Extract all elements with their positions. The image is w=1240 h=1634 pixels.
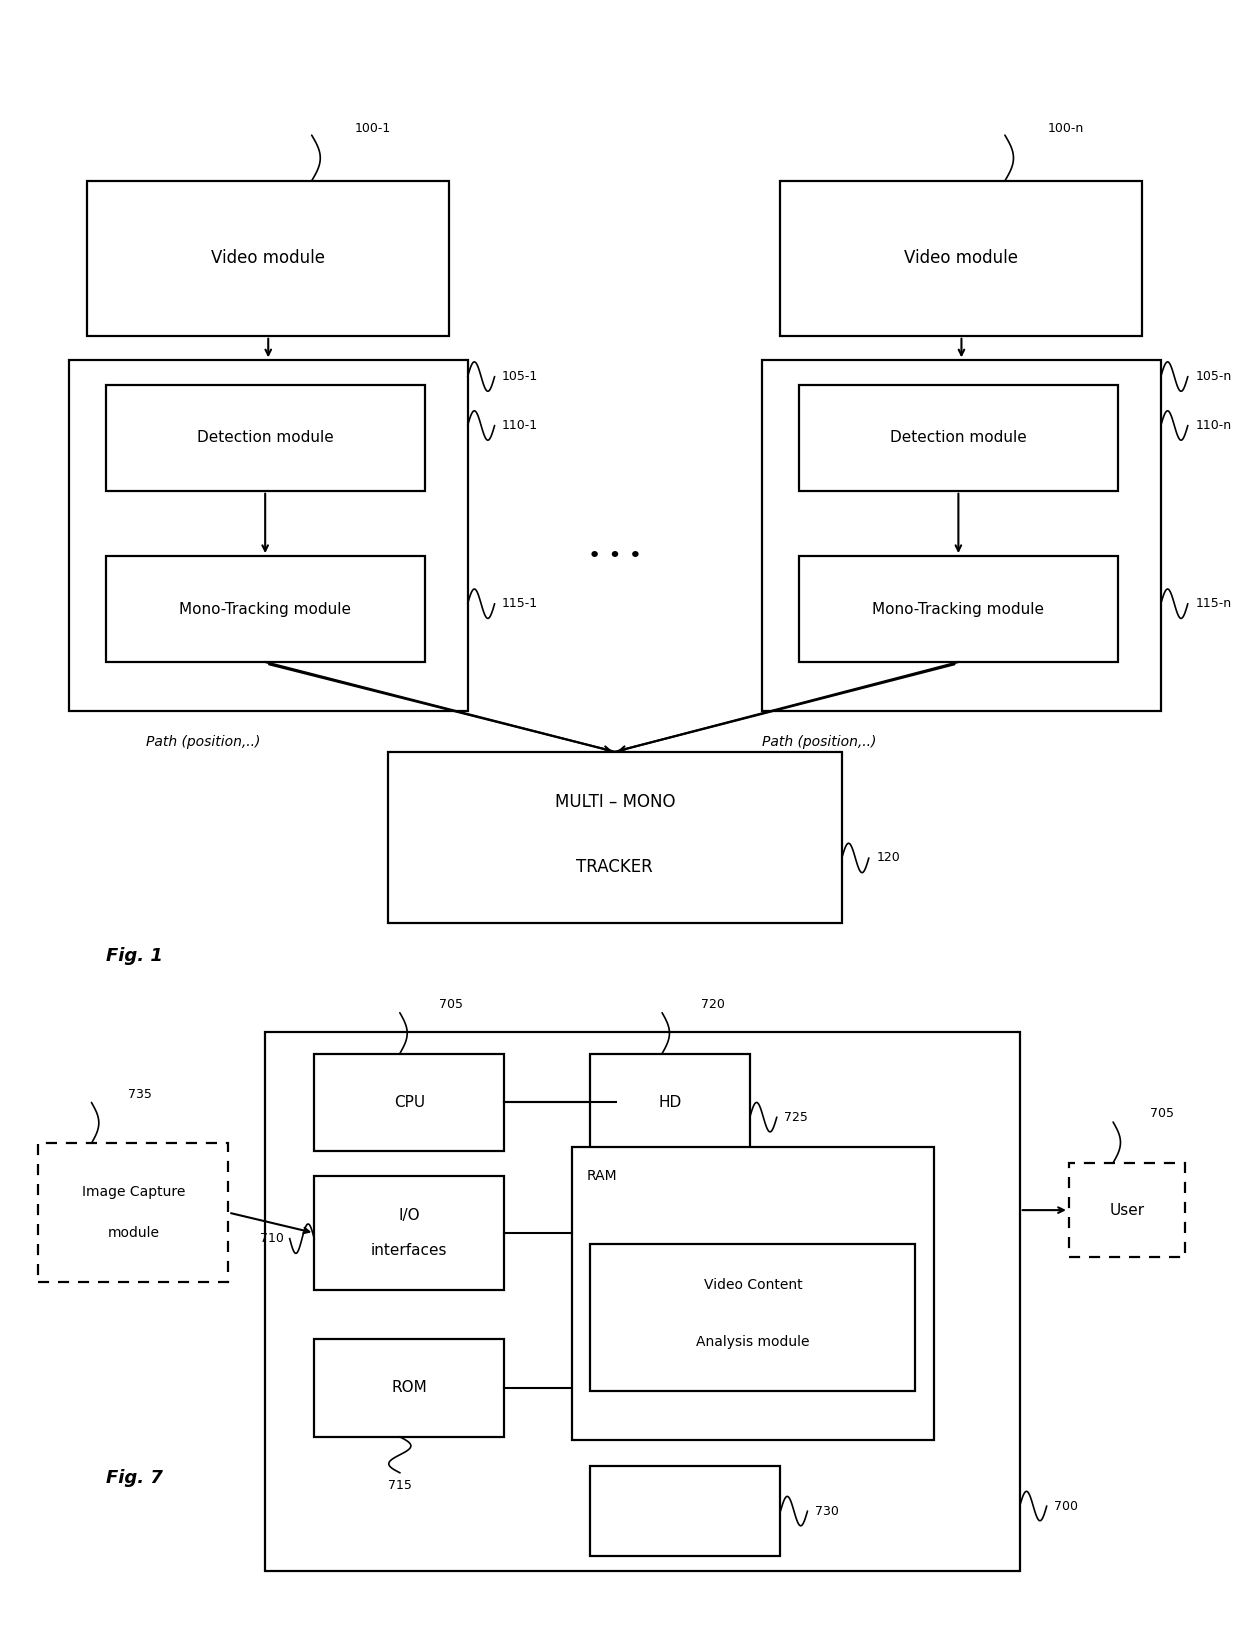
Text: • • •: • • • — [588, 546, 642, 565]
Bar — [314, 1176, 505, 1291]
Bar — [780, 181, 1142, 337]
Text: Video module: Video module — [904, 250, 1018, 268]
Text: Mono-Tracking module: Mono-Tracking module — [873, 601, 1044, 616]
Text: 735: 735 — [128, 1088, 153, 1101]
Text: Path (position,..): Path (position,..) — [146, 735, 260, 748]
Bar — [388, 752, 842, 923]
Bar — [265, 1033, 1019, 1570]
Bar — [799, 556, 1118, 662]
Bar — [763, 359, 1161, 711]
Text: Detection module: Detection module — [890, 430, 1027, 444]
Text: Detection module: Detection module — [197, 430, 334, 444]
Text: 105-n: 105-n — [1195, 369, 1231, 382]
Text: HD: HD — [658, 1095, 682, 1109]
Text: Mono-Tracking module: Mono-Tracking module — [179, 601, 351, 616]
Bar — [799, 384, 1118, 490]
Text: 705: 705 — [1149, 1108, 1174, 1121]
Text: 110-1: 110-1 — [502, 418, 538, 431]
Text: 120: 120 — [877, 851, 900, 864]
Bar — [590, 1466, 780, 1556]
Text: ROM: ROM — [392, 1381, 428, 1395]
Text: 105-1: 105-1 — [502, 369, 538, 382]
Text: 100-n: 100-n — [1048, 123, 1084, 136]
Text: 720: 720 — [702, 998, 725, 1011]
Text: interfaces: interfaces — [371, 1242, 448, 1258]
Text: User: User — [1110, 1203, 1145, 1217]
Bar — [105, 556, 424, 662]
Bar — [69, 359, 467, 711]
Text: Video Content: Video Content — [703, 1278, 802, 1292]
Text: I/O: I/O — [398, 1208, 420, 1224]
Text: 115-1: 115-1 — [502, 596, 538, 609]
Text: TRACKER: TRACKER — [577, 858, 653, 876]
Text: 730: 730 — [815, 1505, 838, 1518]
Text: Fig. 1: Fig. 1 — [105, 946, 162, 964]
Bar — [87, 181, 449, 337]
Text: CPU: CPU — [394, 1095, 425, 1109]
Text: 700: 700 — [1054, 1500, 1078, 1513]
Text: 705: 705 — [439, 998, 463, 1011]
Bar — [38, 1144, 228, 1283]
Text: MULTI – MONO: MULTI – MONO — [554, 792, 675, 810]
Text: 715: 715 — [388, 1479, 412, 1492]
Text: Analysis module: Analysis module — [696, 1335, 810, 1350]
Bar — [105, 384, 424, 490]
Text: 710: 710 — [259, 1232, 284, 1245]
Bar — [314, 1054, 505, 1152]
Text: Path (position,..): Path (position,..) — [763, 735, 877, 748]
Text: 725: 725 — [784, 1111, 808, 1124]
Bar — [590, 1054, 750, 1152]
Text: 100-1: 100-1 — [355, 123, 391, 136]
Bar — [572, 1147, 934, 1440]
Text: RAM: RAM — [587, 1170, 618, 1183]
Text: Image Capture: Image Capture — [82, 1185, 185, 1199]
Text: Fig. 7: Fig. 7 — [105, 1469, 162, 1487]
Bar — [590, 1245, 915, 1391]
Bar — [314, 1338, 505, 1436]
Bar — [1069, 1163, 1185, 1258]
Text: Video module: Video module — [211, 250, 325, 268]
Text: module: module — [108, 1227, 159, 1240]
Text: 110-n: 110-n — [1195, 418, 1231, 431]
Text: 115-n: 115-n — [1195, 596, 1231, 609]
